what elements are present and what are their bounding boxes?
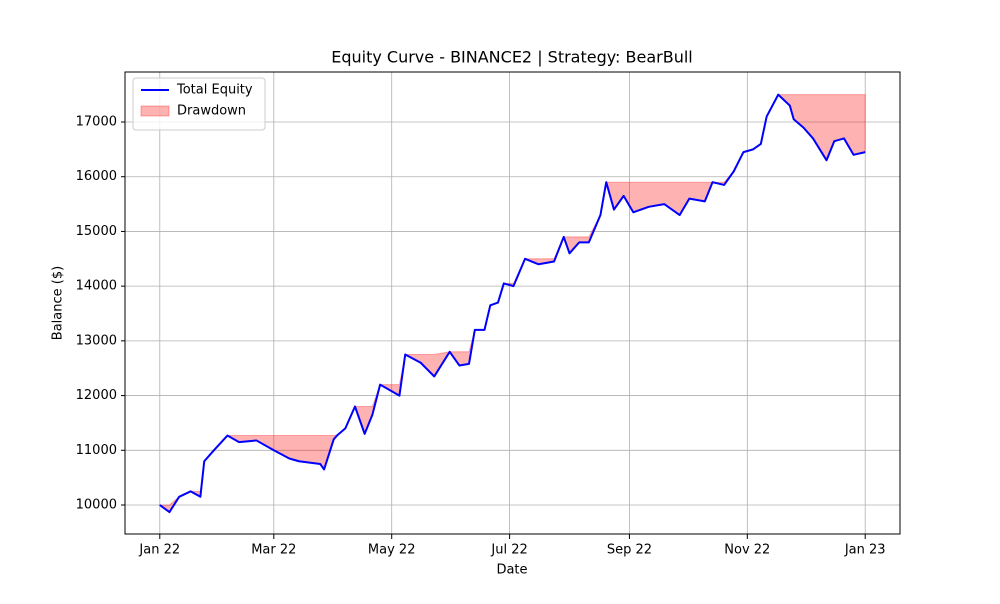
y-tick-label: 16000: [76, 169, 117, 184]
y-tick-label: 12000: [76, 388, 117, 403]
legend-label: Total Equity: [176, 83, 253, 98]
y-tick-label: 10000: [76, 498, 117, 513]
x-tick-label: May 22: [368, 543, 416, 558]
chart-title: Equity Curve - BINANCE2 | Strategy: Bear…: [331, 48, 693, 67]
y-tick-label: 11000: [76, 443, 117, 458]
y-axis-label: Balance ($): [51, 266, 66, 340]
legend-label: Drawdown: [177, 104, 246, 119]
y-tick-label: 17000: [76, 115, 117, 130]
plot-frame: [124, 71, 901, 535]
x-tick-label: Jul 22: [490, 543, 527, 558]
x-axis-label: Date: [496, 563, 527, 578]
x-tick-label: Sep 22: [607, 543, 652, 558]
equity-line: [159, 93, 866, 514]
x-tick-label: Jan 23: [844, 543, 886, 558]
x-tick-label: Mar 22: [251, 543, 296, 558]
legend-swatch: [140, 105, 170, 117]
y-tick-label: 14000: [76, 279, 117, 294]
y-tick-label: 13000: [76, 333, 117, 348]
x-tick-label: Nov 22: [724, 543, 770, 558]
y-tick-label: 15000: [76, 224, 117, 239]
x-tick-label: Jan 22: [138, 543, 180, 558]
legend: Total Equity Drawdown: [132, 77, 266, 131]
